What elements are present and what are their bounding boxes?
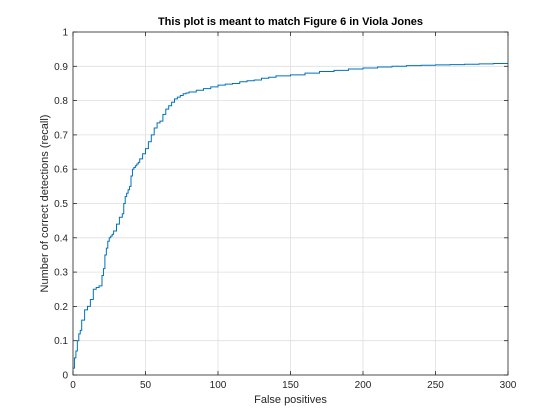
y-tick-label: 0.4	[54, 233, 68, 244]
x-tick-label: 300	[500, 380, 517, 391]
y-tick-labels: 0 0.1 0.2 0.3 0.4 0.5 0.6 0.7 0.8 0.9 1	[54, 28, 68, 382]
x-tick-label: 50	[140, 380, 152, 391]
y-tick-label: 0.5	[54, 199, 68, 210]
x-tick-label: 250	[427, 380, 444, 391]
y-tick-label: 0.8	[54, 96, 68, 107]
x-tick-label: 200	[355, 380, 372, 391]
y-axis-label: Number of correct detections (recall)	[39, 115, 51, 293]
x-tick-label: 0	[70, 380, 76, 391]
y-tick-label: 0	[62, 371, 68, 382]
y-tick-label: 0.7	[54, 130, 68, 141]
chart-title: This plot is meant to match Figure 6 in …	[158, 16, 423, 28]
plot-box	[72, 31, 509, 376]
y-tick-label: 1	[62, 28, 68, 39]
x-tick-labels: 0 50 100 150 200 250 300	[70, 380, 517, 391]
x-tick-label: 100	[210, 380, 227, 391]
recall-curve	[73, 63, 508, 369]
y-tick-label: 0.9	[54, 62, 68, 73]
y-tick-label: 0.6	[54, 165, 68, 176]
y-tick-label: 0.1	[54, 336, 68, 347]
y-tick-label: 0.3	[54, 268, 68, 279]
y-tick-label: 0.2	[54, 302, 68, 313]
x-tick-label: 150	[282, 380, 299, 391]
x-axis-label: False positives	[254, 394, 327, 406]
